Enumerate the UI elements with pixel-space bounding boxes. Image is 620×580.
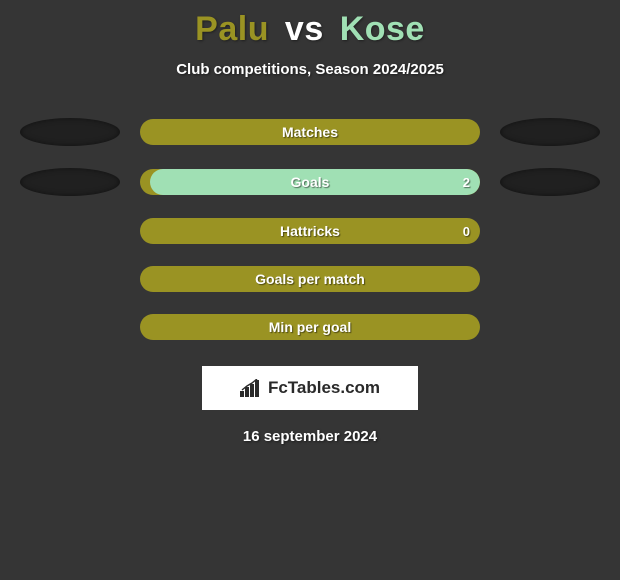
title-player1: Palu — [195, 10, 269, 48]
right-value-oval — [500, 118, 600, 146]
stat-value-right: 0 — [463, 218, 470, 244]
stat-label: Goals per match — [140, 266, 480, 292]
logo-box[interactable]: FcTables.com — [202, 366, 418, 410]
stat-bar: Goals per match — [140, 266, 480, 292]
stat-value-right: 2 — [463, 169, 470, 195]
stat-bar: Goals2 — [140, 169, 480, 195]
stat-row: Hattricks0 — [0, 218, 620, 244]
right-value-oval — [500, 168, 600, 196]
stat-bar: Min per goal — [140, 314, 480, 340]
page-root: Palu vs Kose Club competitions, Season 2… — [0, 0, 620, 580]
stat-label: Hattricks — [140, 218, 480, 244]
stat-label: Min per goal — [140, 314, 480, 340]
page-title: Palu vs Kose — [0, 0, 620, 49]
date-text: 16 september 2024 — [0, 428, 620, 445]
subtitle: Club competitions, Season 2024/2025 — [0, 61, 620, 78]
bar-chart-icon — [240, 379, 262, 397]
title-vs: vs — [285, 10, 324, 48]
stat-row: Goals per match — [0, 266, 620, 292]
stat-bar: Hattricks0 — [140, 218, 480, 244]
stats-container: Matches Goals2 Hattricks0 Goals per match Mi… — [0, 118, 620, 340]
stat-bar: Matches — [140, 119, 480, 145]
stat-row: Goals2 — [0, 168, 620, 196]
stat-row: Min per goal — [0, 314, 620, 340]
stat-label: Matches — [140, 119, 480, 145]
stat-label: Goals — [140, 169, 480, 195]
left-value-oval — [20, 118, 120, 146]
left-value-oval — [20, 168, 120, 196]
title-player2: Kose — [340, 10, 425, 48]
stat-row: Matches — [0, 118, 620, 146]
logo-text: FcTables.com — [268, 378, 380, 398]
